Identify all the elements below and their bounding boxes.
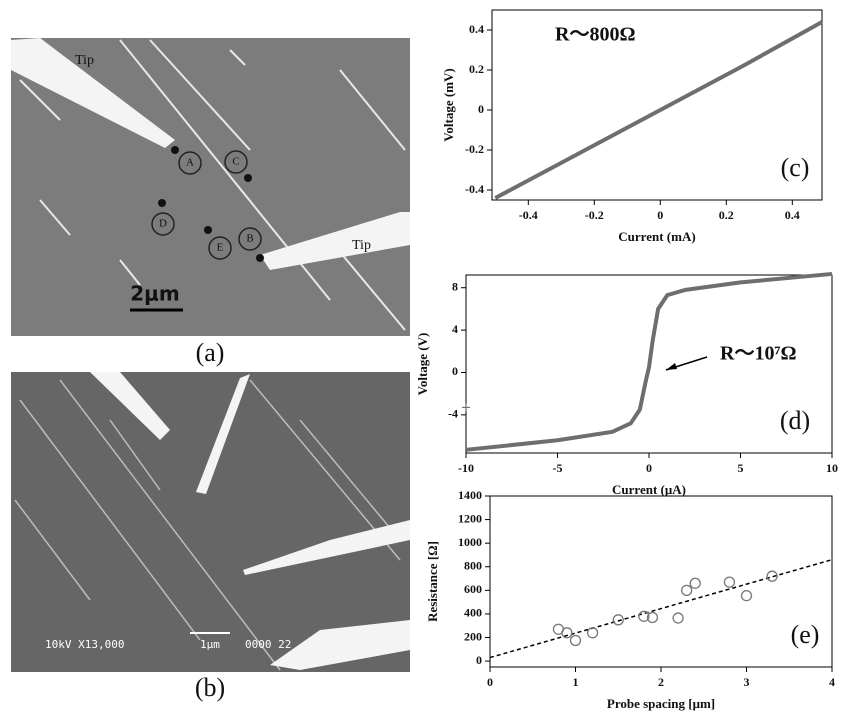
data-point (673, 613, 683, 623)
y-tick-label: 0 (452, 364, 458, 378)
x-tick-label: -0.4 (519, 208, 538, 222)
y-tick-label: 0 (478, 102, 484, 116)
x-tick-label: -10 (458, 461, 474, 475)
x-tick-label: -5 (553, 461, 563, 475)
probe-point: C (232, 156, 239, 168)
annotation: R～800Ω (555, 24, 635, 46)
x-tick-label: 2 (658, 675, 664, 689)
y-tick-label: 0.2 (469, 62, 484, 76)
x-tick-label: 0 (646, 461, 652, 475)
y-tick-label: 200 (464, 629, 482, 643)
panel-label: (b) (195, 673, 225, 702)
panel-label: (e) (791, 620, 820, 649)
fit-line (490, 560, 832, 658)
x-tick-label: 5 (738, 461, 744, 475)
data-point (690, 578, 700, 588)
x-axis-label: Current (mA) (618, 229, 695, 244)
y-tick-label: -0.2 (465, 142, 484, 156)
data-point (682, 585, 692, 595)
data-point (571, 635, 581, 645)
x-tick-label: -0.2 (585, 208, 604, 222)
tip-label: Tip (75, 53, 94, 68)
sem-image-a (11, 38, 410, 336)
y-tick-label: 1400 (458, 488, 482, 502)
scale-label: 2μm (130, 282, 179, 306)
y-axis-label: Resistance [Ω] (425, 541, 440, 622)
x-tick-label: 3 (744, 675, 750, 689)
sem-image-b (11, 372, 410, 672)
x-tick-label: 0 (487, 675, 493, 689)
y-tick-label: 400 (464, 606, 482, 620)
y-tick-label: 8 (452, 279, 458, 293)
x-tick-label: 0.2 (719, 208, 734, 222)
annotation: R～10⁷Ω (720, 343, 796, 365)
panel-label: (c) (781, 153, 810, 182)
x-axis-label: Probe spacing [μm] (607, 696, 715, 711)
probe-point: E (217, 242, 224, 254)
sem-info: 10kV X13,000 (45, 638, 124, 651)
y-tick-label: 800 (464, 559, 482, 573)
tip-label: Tip (352, 238, 371, 253)
x-axis-label: Current (μA) (612, 482, 686, 497)
data-line (495, 22, 822, 198)
arrow-head (666, 363, 677, 370)
y-tick-label: 0 (476, 653, 482, 667)
outlier-point (462, 403, 470, 411)
probe-point: A (186, 157, 194, 169)
data-point (724, 577, 734, 587)
y-tick-label: 600 (464, 582, 482, 596)
probe-point: B (246, 233, 253, 245)
x-tick-label: 0.4 (785, 208, 800, 222)
y-tick-label: 4 (452, 322, 458, 336)
x-tick-label: 10 (826, 461, 838, 475)
y-tick-label: 0.4 (469, 22, 484, 36)
figure: Tip Tip A C D E B 2μm (a) 10kV X13,000 1… (0, 0, 847, 720)
sem-code: 0000 22 (245, 638, 291, 651)
y-tick-label: -4 (448, 407, 458, 421)
y-tick-label: -0.4 (465, 182, 484, 196)
panel-label: (a) (196, 338, 225, 367)
panel-label: (d) (780, 406, 810, 435)
probe-point: D (159, 218, 167, 230)
y-axis-label: Voltage (mV) (441, 68, 456, 142)
y-tick-label: 1200 (458, 511, 482, 525)
x-tick-label: 4 (829, 675, 835, 689)
y-axis-label: Voltage (V) (415, 333, 430, 396)
y-tick-label: 1000 (458, 535, 482, 549)
data-point (613, 615, 623, 625)
data-point (588, 628, 598, 638)
plot-frame (490, 496, 832, 667)
x-tick-label: 0 (657, 208, 663, 222)
x-tick-label: 1 (573, 675, 579, 689)
scale-label: 1μm (200, 638, 220, 651)
data-point (742, 591, 752, 601)
